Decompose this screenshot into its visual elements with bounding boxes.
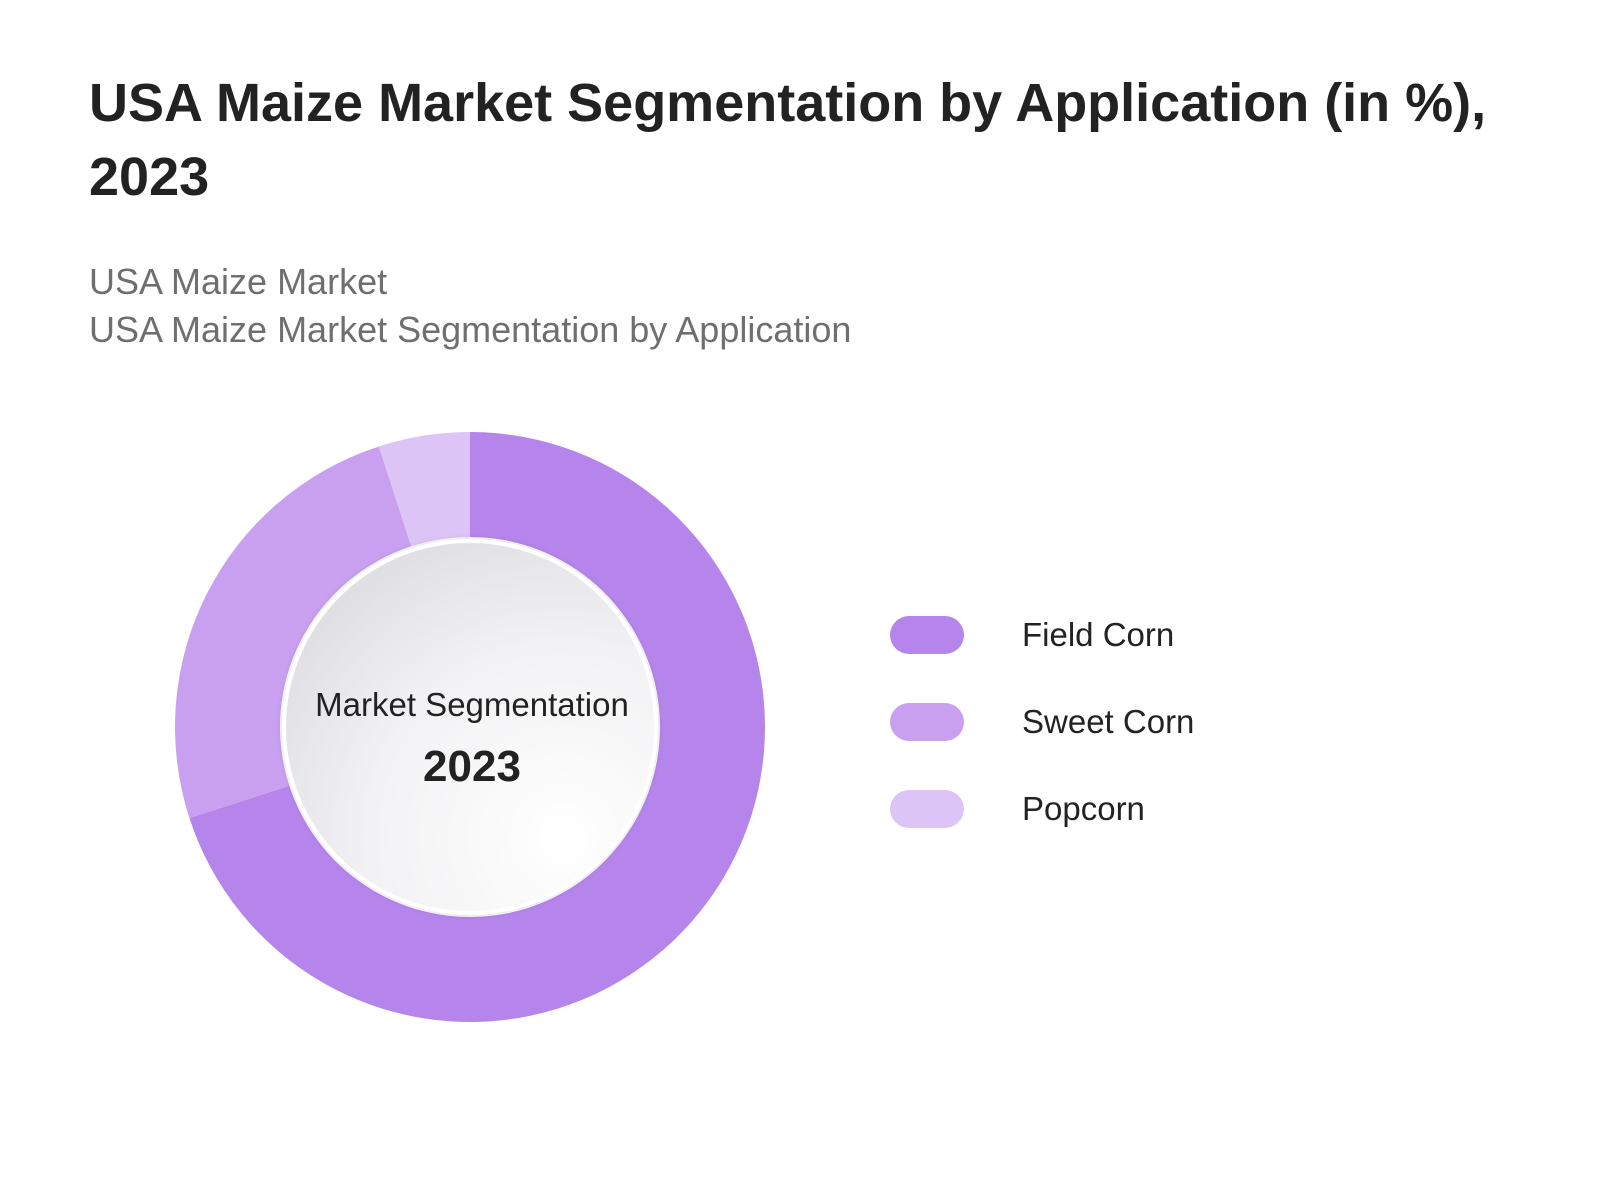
donut-center-year: 2023 <box>423 742 521 791</box>
legend-label-popcorn: Popcorn <box>1022 790 1145 827</box>
chart-subtitle: USA Maize Market USA Maize Market Segmen… <box>89 258 851 354</box>
chart-title: USA Maize Market Segmentation by Applica… <box>89 73 1487 207</box>
legend-label-field-corn: Field Corn <box>1022 616 1175 653</box>
legend-label-sweet-corn: Sweet Corn <box>1022 703 1195 740</box>
donut-slice-popcorn <box>378 432 470 547</box>
legend-swatch-field-corn <box>890 616 964 654</box>
donut-center-label: Market Segmentation <box>315 686 629 723</box>
legend-swatch-sweet-corn <box>890 703 964 741</box>
legend-swatch-popcorn <box>890 790 964 828</box>
donut-slice-field-corn <box>189 432 765 1022</box>
donut-slices <box>174 432 765 1022</box>
subtitle-line-segmentation: USA Maize Market Segmentation by Applica… <box>89 309 852 350</box>
donut-center-disc <box>282 539 658 915</box>
subtitle-line-market: USA Maize Market <box>89 261 388 302</box>
donut-slice-sweet-corn <box>174 446 412 819</box>
